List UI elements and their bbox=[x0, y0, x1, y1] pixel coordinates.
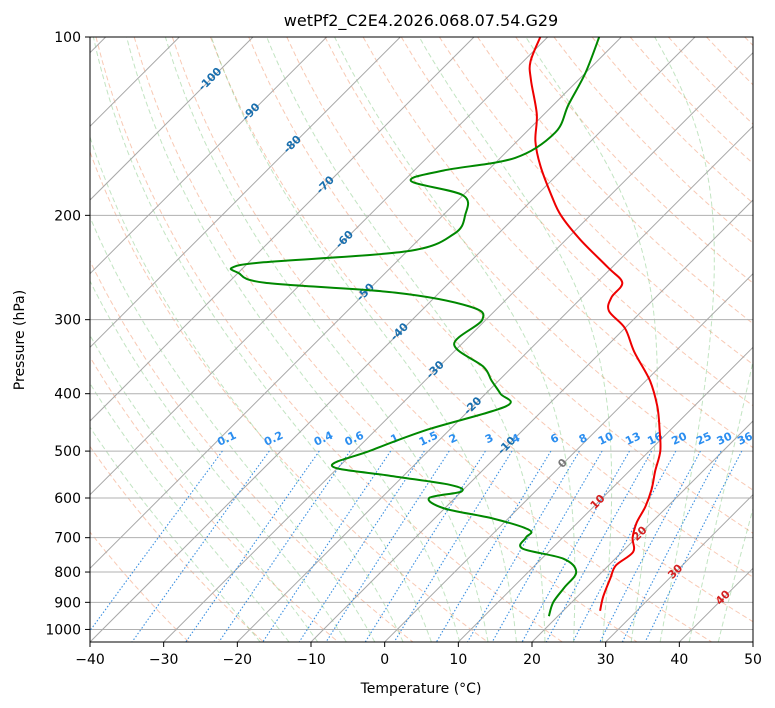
mixing-ratio-line bbox=[131, 450, 270, 642]
x-axis-label: Temperature (°C) bbox=[360, 681, 482, 697]
x-tick-label: 0 bbox=[380, 652, 389, 668]
isotherm-line bbox=[90, 37, 328, 275]
plot-frame bbox=[89, 36, 754, 643]
moist-adiabat-line bbox=[90, 382, 290, 642]
isotherm-line bbox=[90, 37, 254, 201]
moist-adiabat-line bbox=[164, 37, 489, 642]
isotherm-line bbox=[605, 493, 753, 642]
dry-adiabat-line bbox=[133, 37, 638, 642]
dry-adiabat-line bbox=[438, 37, 753, 366]
y-tick-label: 1000 bbox=[45, 622, 81, 638]
mixing-ratio-label: 36 bbox=[735, 429, 755, 447]
dry-adiabat-line bbox=[248, 37, 753, 578]
y-tick-label: 800 bbox=[54, 565, 81, 581]
x-tick-label: 50 bbox=[744, 652, 762, 668]
mixing-ratio-line bbox=[185, 450, 320, 642]
dry-adiabat-line bbox=[90, 445, 264, 642]
moist-adiabat-line bbox=[688, 358, 753, 642]
mixing-ratio-line bbox=[491, 450, 603, 642]
y-tick-label: 400 bbox=[54, 387, 81, 403]
moist-adiabat-line bbox=[126, 37, 461, 642]
profile-line bbox=[528, 37, 662, 612]
moist-adiabat-line bbox=[90, 135, 404, 642]
dry-adiabat-line bbox=[90, 531, 190, 642]
plot-area: -100-90-80-70-60-50-40-30-20-10010203040… bbox=[90, 37, 755, 642]
mixing-ratio-line bbox=[467, 450, 580, 642]
dry-adiabat-line bbox=[400, 37, 753, 407]
mixing-ratio-line bbox=[621, 450, 722, 642]
dry-adiabat-line bbox=[90, 259, 414, 642]
x-axis-ticks: −40 −30 −20 −10 0 10 20 30 40 50 bbox=[75, 642, 762, 668]
y-tick-label: 100 bbox=[54, 30, 81, 46]
isotherm-line bbox=[90, 37, 475, 422]
isotherm-line bbox=[457, 346, 753, 642]
x-tick-label: 20 bbox=[523, 652, 541, 668]
isotherm-line bbox=[90, 37, 549, 496]
moist-adiabat-line bbox=[210, 37, 517, 642]
mixing-ratio-line bbox=[298, 450, 425, 642]
moist-adiabat-line bbox=[418, 37, 613, 642]
moist-adiabat-line bbox=[92, 37, 432, 642]
mixing-ratio-line bbox=[393, 450, 513, 642]
isotherm-line bbox=[90, 37, 401, 349]
x-tick-label: 10 bbox=[449, 652, 467, 668]
moist-adiabat-line bbox=[654, 37, 715, 642]
dry-adiabat-line bbox=[477, 37, 753, 325]
moist-adiabat-line bbox=[90, 334, 319, 642]
mixing-ratio-line bbox=[364, 450, 486, 642]
isotherm-line bbox=[163, 51, 753, 642]
background-lines bbox=[90, 37, 753, 642]
dry-adiabat-line bbox=[95, 37, 563, 642]
moist-adiabat-line bbox=[90, 426, 261, 642]
dry-adiabat-line bbox=[171, 37, 712, 642]
dry-adiabat-line bbox=[324, 37, 753, 491]
mixing-ratio-line bbox=[545, 450, 653, 642]
y-tick-label: 300 bbox=[54, 313, 81, 329]
y-tick-label: 700 bbox=[54, 531, 81, 547]
isotherm-line bbox=[310, 199, 753, 642]
y-tick-label: 500 bbox=[54, 444, 81, 460]
isotherm-line bbox=[90, 37, 696, 642]
dry-adiabat-line bbox=[362, 37, 753, 449]
mixing-ratio-line bbox=[521, 450, 630, 642]
x-tick-label: −20 bbox=[223, 652, 253, 668]
isotherm-line bbox=[236, 125, 753, 642]
mixing-ratio-line bbox=[644, 450, 743, 642]
x-tick-label: −10 bbox=[296, 652, 326, 668]
mixing-ratio-label: 30 bbox=[715, 429, 735, 447]
dry-adiabat-line bbox=[286, 37, 753, 534]
mixing-ratio-line bbox=[572, 450, 677, 642]
y-tick-label: 900 bbox=[54, 595, 81, 611]
moist-adiabat-line bbox=[90, 215, 376, 642]
mixing-ratio-line bbox=[218, 450, 351, 642]
mixing-ratio-label: 20 bbox=[670, 429, 690, 447]
mixing-ratio-line bbox=[90, 450, 223, 632]
dry-adiabat-line bbox=[515, 37, 753, 284]
y-tick-label: 200 bbox=[54, 208, 81, 224]
mixing-ratio-label: 25 bbox=[694, 430, 713, 448]
profile-line bbox=[229, 37, 601, 617]
isotherm-line bbox=[384, 272, 753, 642]
chart-title: wetPf2_C2E4.2026.068.07.54.G29 bbox=[284, 11, 558, 31]
profile-series bbox=[229, 37, 662, 617]
mixing-ratio-label: 10 bbox=[596, 429, 616, 447]
mixing-ratio-label: 13 bbox=[623, 430, 642, 448]
dry-adiabat-line bbox=[210, 37, 753, 623]
x-tick-label: 40 bbox=[670, 652, 688, 668]
y-axis-ticks: 100 200 300 400 500 600 700 800 900 1000 bbox=[45, 30, 90, 638]
y-tick-label: 600 bbox=[54, 491, 81, 507]
x-tick-label: 30 bbox=[597, 652, 615, 668]
x-tick-label: −30 bbox=[149, 652, 179, 668]
moist-adiabat-line bbox=[717, 506, 753, 642]
x-tick-label: −40 bbox=[75, 652, 105, 668]
moist-adiabat-line bbox=[266, 37, 546, 642]
dry-adiabat-line bbox=[90, 150, 488, 642]
isotherm-line bbox=[90, 37, 622, 570]
mixing-ratio-line bbox=[599, 450, 701, 642]
y-axis-label: Pressure (hPa) bbox=[12, 290, 28, 390]
moist-adiabat-line bbox=[334, 37, 576, 642]
